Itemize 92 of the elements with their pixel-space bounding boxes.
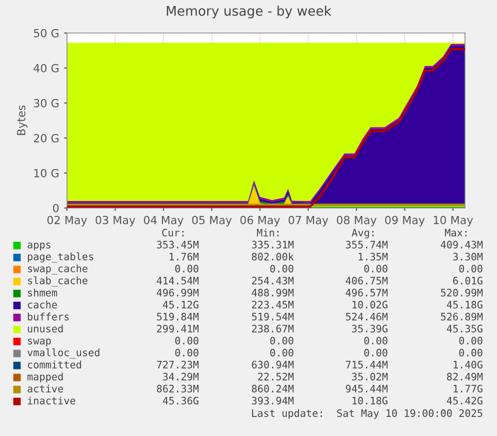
text: 0.00 <box>364 264 388 272</box>
text: 496.99M <box>156 288 199 296</box>
legend-label: committed <box>28 360 81 368</box>
text: 238.67M <box>252 324 294 332</box>
text: 45.42G <box>446 396 482 404</box>
x-tick-label: 06 May <box>240 216 280 226</box>
text: 1.35M <box>358 252 388 260</box>
text: 488.99M <box>252 288 294 296</box>
text: 715.44M <box>346 360 388 368</box>
text: Max: <box>445 228 467 236</box>
text: 45.36G <box>162 396 198 404</box>
text: 0.00 <box>175 348 198 356</box>
text: Min: <box>257 228 279 236</box>
text: 1.40G <box>454 360 482 368</box>
text: 496.57M <box>346 288 388 296</box>
legend-label: shmem <box>28 288 58 296</box>
text: Cur: <box>162 228 184 236</box>
text: 6.01G <box>453 276 482 284</box>
text: 10.02G <box>352 300 388 308</box>
legend-label: swap <box>28 338 51 346</box>
legend-label: apps <box>28 242 50 250</box>
legend-label: page_tables <box>28 252 94 263</box>
chart-title: Memory usage - by week <box>166 6 332 18</box>
y-axis-title: Bytes <box>17 105 28 135</box>
y-tick-label: 0 <box>53 204 59 212</box>
x-tick-label: 05 May <box>192 216 232 226</box>
text: 393.94M <box>252 396 294 404</box>
text: 520.99M <box>440 288 483 296</box>
text: 82.49M <box>447 372 483 380</box>
text: Avg: <box>352 228 374 238</box>
text: 223.45M <box>252 300 294 308</box>
text: 299.41M <box>157 324 199 332</box>
text: 1.77G <box>454 384 482 392</box>
text: 0.00 <box>175 264 198 272</box>
x-tick-label: 03 May <box>96 216 136 226</box>
text: 860.24M <box>252 384 294 392</box>
text: 22.52M <box>258 372 294 380</box>
text: 524.46M <box>346 312 388 320</box>
text: 45.12G <box>162 300 198 308</box>
text: 0.00 <box>459 336 482 344</box>
text: 1.76M <box>170 252 199 260</box>
y-tick-label: 40 G <box>34 64 58 72</box>
text: 0.00 <box>459 264 482 272</box>
text: 0.00 <box>364 336 388 344</box>
x-tick-label: 09 May <box>385 216 425 226</box>
text: 45.18G <box>446 300 482 308</box>
y-tick-label: 20 G <box>34 134 58 142</box>
text: 945.44M <box>346 384 388 392</box>
y-tick-label: 50 G <box>34 28 58 38</box>
y-tick-label: 30 G <box>34 98 58 108</box>
text: 519.54M <box>252 312 294 320</box>
legend-label: buffers <box>28 312 69 320</box>
text: 802.00k <box>252 252 294 260</box>
text: 10.18G <box>352 396 388 404</box>
text: 0.00 <box>270 348 294 356</box>
text: 353.45M <box>156 240 199 248</box>
text: 519.84M <box>156 312 199 320</box>
text: 0.00 <box>364 348 388 356</box>
text: 45.35G <box>446 324 482 332</box>
text: 409.43M <box>440 240 483 248</box>
x-tick-label: 04 May <box>144 216 184 226</box>
text: 335.31M <box>252 240 294 248</box>
text: 34.29M <box>163 372 199 380</box>
text: 862.33M <box>156 384 199 392</box>
legend-label: swap_cache <box>28 264 88 275</box>
text: Last update: Sat May 10 19:00:00 2025 <box>252 409 482 419</box>
text: 727.23M <box>156 360 199 368</box>
x-tick-label: 08 May <box>336 216 376 226</box>
x-tick-label: 02 May <box>47 216 87 226</box>
legend-label: active <box>28 384 64 392</box>
legend-label: unused <box>28 324 63 332</box>
text: 414.54M <box>156 276 199 284</box>
text: 406.75M <box>346 276 388 284</box>
text: 355.74M <box>346 240 388 248</box>
text: 0.00 <box>270 264 294 272</box>
x-tick-label: 07 May <box>288 216 328 226</box>
x-tick-label: 10 May <box>434 216 473 226</box>
text: 35.39G <box>352 324 388 332</box>
text: 254.43M <box>252 276 294 284</box>
legend-label: mapped <box>28 372 63 382</box>
legend-label: inactive <box>28 396 76 404</box>
legend-label: slab_cache <box>28 276 88 287</box>
legend-label: cache <box>28 300 57 308</box>
text: 35.02M <box>352 372 388 380</box>
text: 0.00 <box>175 336 198 344</box>
y-tick-label: 10 G <box>34 168 58 178</box>
text: 0.00 <box>459 348 482 356</box>
text: 0.00 <box>270 336 294 344</box>
text: 630.94M <box>252 360 294 368</box>
legend-label: vmalloc_used <box>27 348 100 359</box>
text: 3.30M <box>453 252 483 260</box>
text: 526.89M <box>440 312 483 320</box>
